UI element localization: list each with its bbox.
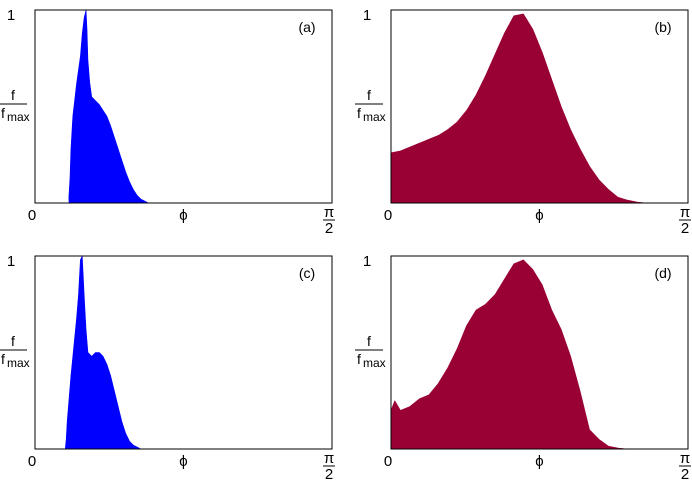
plot-frame (34, 255, 333, 450)
y-tick-top: 1 (363, 7, 371, 24)
y-label-numerator: f (11, 333, 15, 349)
x-tick-pi: π (680, 450, 690, 467)
y-label-numerator: f (367, 333, 371, 349)
y-label-numerator: f (367, 87, 371, 103)
x-tick-two: 2 (325, 466, 333, 483)
distribution-area (390, 259, 689, 450)
x-tick-zero: 0 (384, 453, 392, 470)
y-label-numerator: f (11, 87, 15, 103)
x-tick-phi: ϕ (179, 207, 187, 224)
x-tick-pi: π (324, 450, 334, 467)
x-tick-pi: π (324, 204, 334, 221)
y-tick-top: 1 (363, 253, 371, 270)
plot-frame (390, 255, 689, 450)
x-tick-phi: ϕ (535, 453, 543, 470)
panel-label: (a) (298, 19, 315, 35)
panel-label: (b) (654, 19, 671, 35)
distribution-area (34, 255, 333, 450)
distribution-area (390, 13, 689, 204)
x-tick-pi: π (680, 204, 690, 221)
y-label-subscript: max (7, 110, 30, 124)
x-tick-zero: 0 (28, 453, 36, 470)
x-tick-phi: ϕ (179, 453, 187, 470)
panel-label: (d) (654, 265, 671, 281)
y-label-subscript: max (363, 110, 386, 124)
x-tick-two: 2 (325, 220, 333, 237)
y-label-subscript: max (7, 356, 30, 370)
y-label-denominator: f (357, 105, 361, 121)
distribution-area (34, 9, 333, 204)
x-tick-phi: ϕ (535, 207, 543, 224)
y-tick-top: 1 (7, 7, 15, 24)
plot-frame (34, 9, 333, 204)
plot-frame (390, 9, 689, 204)
panel-label: (c) (299, 265, 315, 281)
y-label-denominator: f (1, 351, 5, 367)
x-tick-zero: 0 (28, 207, 36, 224)
x-tick-two: 2 (681, 220, 689, 237)
x-tick-zero: 0 (384, 207, 392, 224)
y-label-denominator: f (1, 105, 5, 121)
x-tick-two: 2 (681, 466, 689, 483)
y-label-subscript: max (363, 356, 386, 370)
y-tick-top: 1 (7, 253, 15, 270)
y-label-denominator: f (357, 351, 361, 367)
